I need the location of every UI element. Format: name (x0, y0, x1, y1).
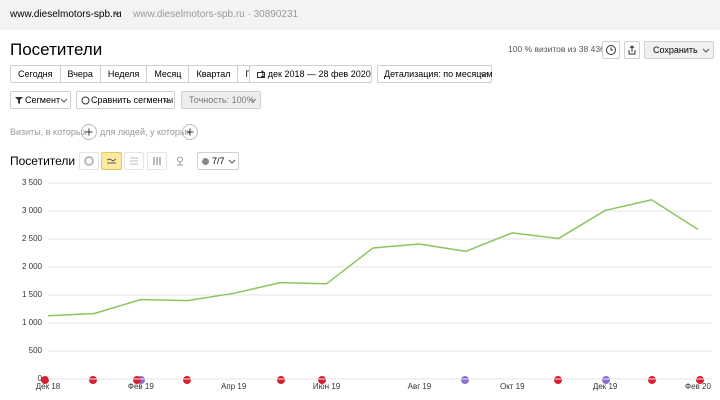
y-tick-label: 500 (29, 346, 43, 355)
chart-type-area[interactable] (124, 152, 144, 170)
export-button[interactable] (624, 41, 640, 59)
chart-type-bar[interactable] (147, 152, 167, 170)
y-tick-label: 3 500 (22, 178, 43, 187)
period-button[interactable]: Вчера (59, 65, 101, 83)
page-title: Посетители (10, 40, 103, 59)
annotation[interactable] (133, 376, 141, 384)
annotation[interactable] (41, 376, 49, 384)
x-tick-label: Фев 20 (685, 382, 711, 391)
filter-people: для людей, у которых (100, 127, 191, 137)
annotation[interactable] (602, 376, 610, 384)
top-bar: www.dieselmotors-spb.ru www.dieselmotors… (0, 0, 720, 30)
accuracy-label: Точность: 100% (189, 95, 255, 105)
date-range-button[interactable]: 1 дек 2018 — 28 фев 2020 (249, 65, 372, 83)
series-count: 7/7 (212, 156, 225, 166)
annotation[interactable] (89, 376, 97, 384)
add-visit-filter[interactable] (81, 124, 97, 140)
annotation[interactable] (277, 376, 285, 384)
add-people-filter[interactable] (182, 124, 198, 140)
chevron (113, 11, 121, 16)
site-secondary: www.dieselmotors-spb.ru · 30890231 (133, 9, 299, 20)
chart-title: Посетители (10, 154, 76, 168)
site-name[interactable]: www.dieselmotors-spb.ru (10, 9, 122, 20)
annotation[interactable] (696, 376, 704, 384)
y-tick-label: 2 500 (22, 234, 43, 243)
x-tick-label: Июн 19 (313, 382, 341, 391)
series-toggle[interactable]: 7/7 (197, 152, 239, 170)
chart: 0 500 1 000 1 500 2 000 2 500 3 000 3 500 Дек 18… (22, 178, 712, 391)
annotation[interactable] (648, 376, 656, 384)
chart-type-line[interactable] (101, 152, 122, 170)
x-tick-label: Дек 19 (593, 382, 618, 391)
date-range: 1 дек 2018 — 28 фев 2020 (260, 69, 371, 79)
period-button[interactable]: Квартал (188, 65, 239, 83)
x-tick-label: Дек 18 (36, 382, 61, 391)
annotation[interactable] (183, 376, 191, 384)
period-group: СегодняВчераНеделяМесяцКварталГод (10, 65, 268, 83)
detail-button[interactable]: Детализация: по месяцам (377, 65, 493, 83)
segment-label: Сегмент (25, 95, 61, 105)
x-tick-label: Апр 19 (221, 382, 247, 391)
compare-button[interactable]: Сравнить сегменты (76, 91, 175, 109)
segment-button[interactable]: Сегмент (10, 91, 71, 109)
x-tick-label: Окт 19 (500, 382, 525, 391)
detail-label: Детализация: по месяцам (384, 69, 493, 79)
y-tick-label: 0 (38, 374, 43, 383)
save-button[interactable]: Сохранить (644, 41, 714, 59)
y-tick-label: 1 500 (22, 290, 43, 299)
y-tick-label: 1 000 (22, 318, 43, 327)
sample-info: 100 % визитов из 38 436 (508, 44, 605, 54)
time-button[interactable] (602, 41, 620, 59)
annotation[interactable] (318, 376, 326, 384)
x-tick-label: Авг 19 (408, 382, 432, 391)
save-label: Сохранить (653, 45, 698, 55)
y-tick-label: 3 000 (22, 206, 43, 215)
annotation[interactable] (461, 376, 469, 384)
annotation-markers (41, 376, 704, 384)
filter-visits: Визиты, в которых (10, 127, 87, 137)
period-button[interactable]: Неделя (99, 65, 148, 83)
chart-type-map[interactable] (170, 152, 190, 170)
x-tick-label: Фев 19 (128, 382, 154, 391)
annotation[interactable] (554, 376, 562, 384)
compare-label: Сравнить сегменты (91, 95, 174, 105)
accuracy-button[interactable]: Точность: 100% (181, 91, 261, 109)
period-button[interactable]: Сегодня (10, 65, 61, 83)
line-series (47, 198, 699, 317)
chart-type-pie[interactable] (79, 152, 99, 170)
period-button[interactable]: Месяц (146, 65, 190, 83)
y-tick-label: 2 000 (22, 262, 43, 271)
